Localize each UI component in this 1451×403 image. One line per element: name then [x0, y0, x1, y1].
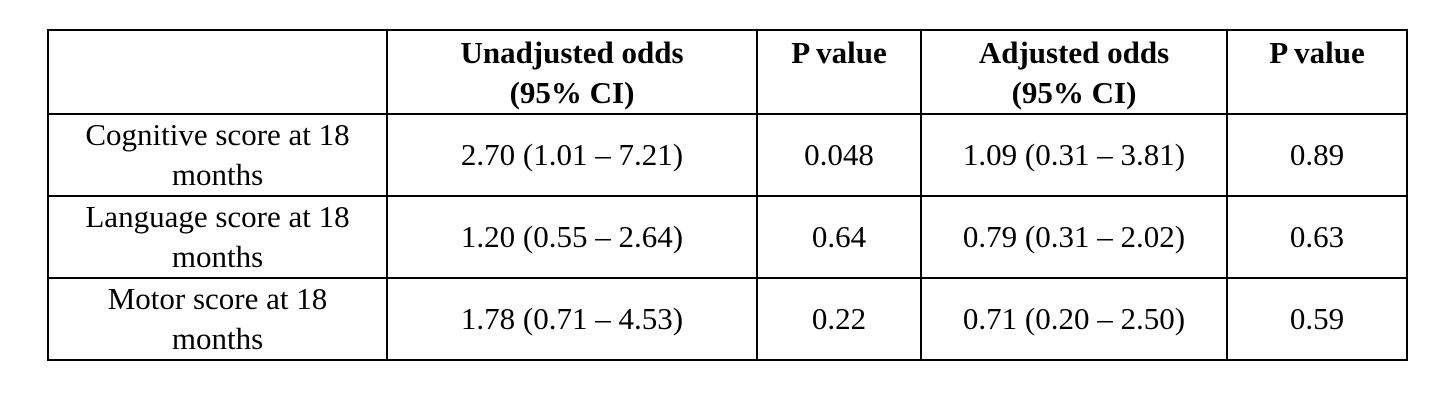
row-label-line1: Motor score at 18	[107, 281, 328, 316]
header-adjusted-p-value: P value	[1226, 29, 1408, 115]
header-adjusted-p-value-text: P value	[1269, 35, 1365, 70]
cell-adjusted-p-value: 0.59	[1226, 277, 1408, 361]
row-label-line2: months	[171, 239, 264, 274]
row-label-motor: Motor score at 18 months	[47, 277, 388, 361]
table-row: Motor score at 18 months 1.78 (0.71 – 4.…	[47, 277, 1408, 361]
header-adjusted-odds-line2: (95% CI)	[1011, 75, 1137, 110]
cell-adjusted-odds: 0.79 (0.31 – 2.02)	[920, 195, 1228, 279]
header-unadjusted-odds-line1: Unadjusted odds	[460, 35, 684, 70]
row-label-language: Language score at 18 months	[47, 195, 388, 279]
row-label-cognitive: Cognitive score at 18 months	[47, 113, 388, 197]
header-empty-cell	[47, 29, 388, 115]
header-adjusted-odds-line1: Adjusted odds	[978, 35, 1170, 70]
header-unadjusted-odds-line2: (95% CI)	[509, 75, 635, 110]
header-adjusted-odds: Adjusted odds (95% CI)	[920, 29, 1228, 115]
row-label-line2: months	[171, 321, 264, 356]
cell-unadjusted-p-value: 0.64	[756, 195, 922, 279]
header-unadjusted-p-value-text: P value	[791, 35, 887, 70]
odds-ratio-table: Unadjusted odds (95% CI) P value Adjuste…	[47, 29, 1408, 361]
row-label-line1: Cognitive score at 18	[85, 117, 350, 152]
cell-unadjusted-p-value: 0.048	[756, 113, 922, 197]
cell-adjusted-odds: 0.71 (0.20 – 2.50)	[920, 277, 1228, 361]
cell-unadjusted-p-value: 0.22	[756, 277, 922, 361]
row-label-line2: months	[171, 157, 264, 192]
header-unadjusted-p-value: P value	[756, 29, 922, 115]
table-header-row: Unadjusted odds (95% CI) P value Adjuste…	[47, 29, 1408, 115]
row-label-line1: Language score at 18	[85, 199, 350, 234]
cell-unadjusted-odds: 1.20 (0.55 – 2.64)	[386, 195, 758, 279]
cell-unadjusted-odds: 1.78 (0.71 – 4.53)	[386, 277, 758, 361]
cell-adjusted-p-value: 0.63	[1226, 195, 1408, 279]
table-row: Language score at 18 months 1.20 (0.55 –…	[47, 195, 1408, 279]
table-row: Cognitive score at 18 months 2.70 (1.01 …	[47, 113, 1408, 197]
cell-adjusted-odds: 1.09 (0.31 – 3.81)	[920, 113, 1228, 197]
cell-adjusted-p-value: 0.89	[1226, 113, 1408, 197]
header-unadjusted-odds: Unadjusted odds (95% CI)	[386, 29, 758, 115]
cell-unadjusted-odds: 2.70 (1.01 – 7.21)	[386, 113, 758, 197]
